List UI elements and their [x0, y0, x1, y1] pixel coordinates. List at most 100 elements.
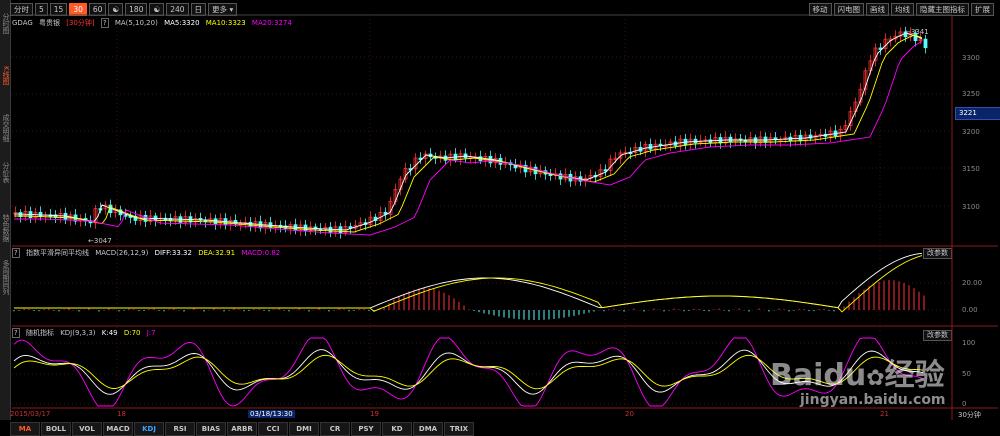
tab-arbr[interactable]: ARBR [227, 422, 257, 436]
tab-trix[interactable]: TRIX [444, 422, 474, 436]
candle [18, 212, 23, 218]
period-240-button[interactable]: 240 [166, 3, 189, 16]
candle [368, 216, 373, 225]
period-30-button[interactable]: 30 [69, 3, 87, 16]
ma-params: MA(5,10,20) [114, 19, 158, 27]
candle [308, 226, 313, 232]
watermark-url: jingyan.baidu.com [800, 392, 946, 408]
date-label: 18 [117, 410, 126, 418]
draw-line-button[interactable]: 画线 [866, 3, 889, 16]
ma5-line [14, 32, 923, 231]
candle [693, 138, 698, 144]
macd-name: 指数平滑异同平均线 [25, 249, 89, 257]
symbol-code: GDAG [12, 19, 33, 27]
date-label: 2015/03/17 [10, 410, 51, 418]
tab-bias[interactable]: BIAS [196, 422, 226, 436]
ma20-line [14, 41, 923, 236]
kdj-j: J:7 [146, 329, 156, 337]
help-icon[interactable]: ? [12, 248, 20, 258]
ma10-value: MA10:3323 [205, 19, 246, 27]
candle [783, 136, 788, 140]
price-axis-label: 3250 [962, 90, 980, 98]
macd-dea: DEA:32.91 [198, 249, 236, 257]
more-periods-button[interactable]: 更多 ▾ [208, 3, 238, 16]
ma20-value: MA20:3274 [251, 19, 292, 27]
tab-boll[interactable]: BOLL [41, 422, 71, 436]
tab-rsi[interactable]: RSI [165, 422, 195, 436]
paw-icon: ✿ [866, 366, 885, 391]
macd-info: ? 指数平滑异同平均线 MACD(26,12,9) DIFF:33.32 DEA… [12, 248, 284, 258]
candle [668, 141, 673, 146]
macd-axis-label: 0.00 [962, 306, 978, 314]
left-nav: 分时图 K线图 成交明细 分价表 特色数据 多周期同列 [0, 0, 11, 420]
chart-tools-toolbar: 移动 闪电图 画线 均线 隐藏主图指标 扩展 [808, 3, 994, 16]
tab-kdj[interactable]: KDJ [134, 422, 164, 436]
kdj-axis-label: 100 [962, 339, 976, 347]
date-label: 20 [625, 410, 634, 418]
kdj-j-line [13, 337, 924, 407]
period-indicator: 30分钟 [958, 411, 981, 419]
nav-multi-period[interactable]: 多周期同列 [2, 259, 10, 295]
kdj-d-line [13, 354, 924, 390]
nav-price-table[interactable]: 分价表 [2, 161, 10, 183]
candle [748, 137, 753, 142]
high-price-annotation: ←3341 [905, 28, 929, 36]
price-axis-label: 3300 [962, 54, 980, 62]
low-price-annotation: ←3047 [88, 237, 112, 245]
tab-cr[interactable]: CR [320, 422, 350, 436]
kdj-info: ? 随机指标 KDJ(9,3,3) K:49 D:70 J:7 [12, 328, 160, 338]
date-label: 21 [880, 410, 889, 418]
candle [923, 38, 928, 49]
candle [898, 31, 903, 37]
tab-vol[interactable]: VOL [72, 422, 102, 436]
kdj-params: KDJ(9,3,3) [60, 329, 96, 337]
candle [918, 38, 923, 42]
crosshair-date-label: 03/18/13:30 [248, 410, 295, 418]
tab-cci[interactable]: CCI [258, 422, 288, 436]
kdj-axis-label: 50 [962, 370, 971, 378]
tab-kd[interactable]: KD [382, 422, 412, 436]
indicator-tabs: MA BOLL VOL MACD KDJ RSI BIAS ARBR CCI D… [10, 422, 475, 436]
period-60-button[interactable]: 60 [88, 3, 107, 16]
candle [248, 221, 253, 227]
candle [93, 208, 98, 224]
date-label: 19 [370, 410, 379, 418]
tab-dmi[interactable]: DMI [289, 422, 319, 436]
nav-timeshare[interactable]: 分时图 [2, 12, 10, 34]
candle [843, 125, 848, 130]
price-axis-label: 3200 [962, 128, 980, 136]
price-axis-label: 3150 [962, 165, 980, 173]
tab-ma[interactable]: MA [10, 422, 40, 436]
candle [773, 137, 778, 141]
kdj-k-line [13, 349, 924, 395]
candle [283, 225, 288, 229]
tab-macd[interactable]: MACD [103, 422, 133, 436]
main-chart-info: GDAG 粤贵银 [30分钟] ? MA(5,10,20) MA5:3320 M… [12, 18, 296, 28]
nav-trade-details[interactable]: 成交明细 [2, 114, 10, 142]
nav-kline[interactable]: K线图 [2, 65, 10, 85]
candle [808, 134, 813, 139]
current-price-tag: 3221 [955, 107, 1000, 120]
dea-line [14, 255, 923, 313]
expand-button[interactable]: 扩展 [971, 3, 994, 16]
candle [618, 152, 623, 159]
macd-diff: DIFF:33.32 [154, 249, 192, 257]
baidu-watermark: Baidu✿经验 [770, 358, 945, 393]
tab-dma[interactable]: DMA [413, 422, 443, 436]
macd-axis-label: 20.00 [962, 279, 983, 287]
candle [633, 146, 638, 153]
macd-value: MACD:0.82 [241, 249, 281, 257]
nav-special-data[interactable]: 特色数据 [2, 214, 10, 242]
kdj-k: K:49 [101, 329, 118, 337]
kdj-name: 随机指标 [25, 329, 54, 337]
kdj-axis-label: 0 [962, 400, 967, 408]
price-axis-label: 3100 [962, 203, 980, 211]
candle [863, 70, 868, 90]
period-day-button[interactable]: 日 [190, 3, 207, 16]
help-icon[interactable]: ? [12, 328, 20, 338]
tab-psy[interactable]: PSY [351, 422, 381, 436]
help-icon[interactable]: ? [100, 18, 109, 28]
candle [598, 169, 603, 177]
